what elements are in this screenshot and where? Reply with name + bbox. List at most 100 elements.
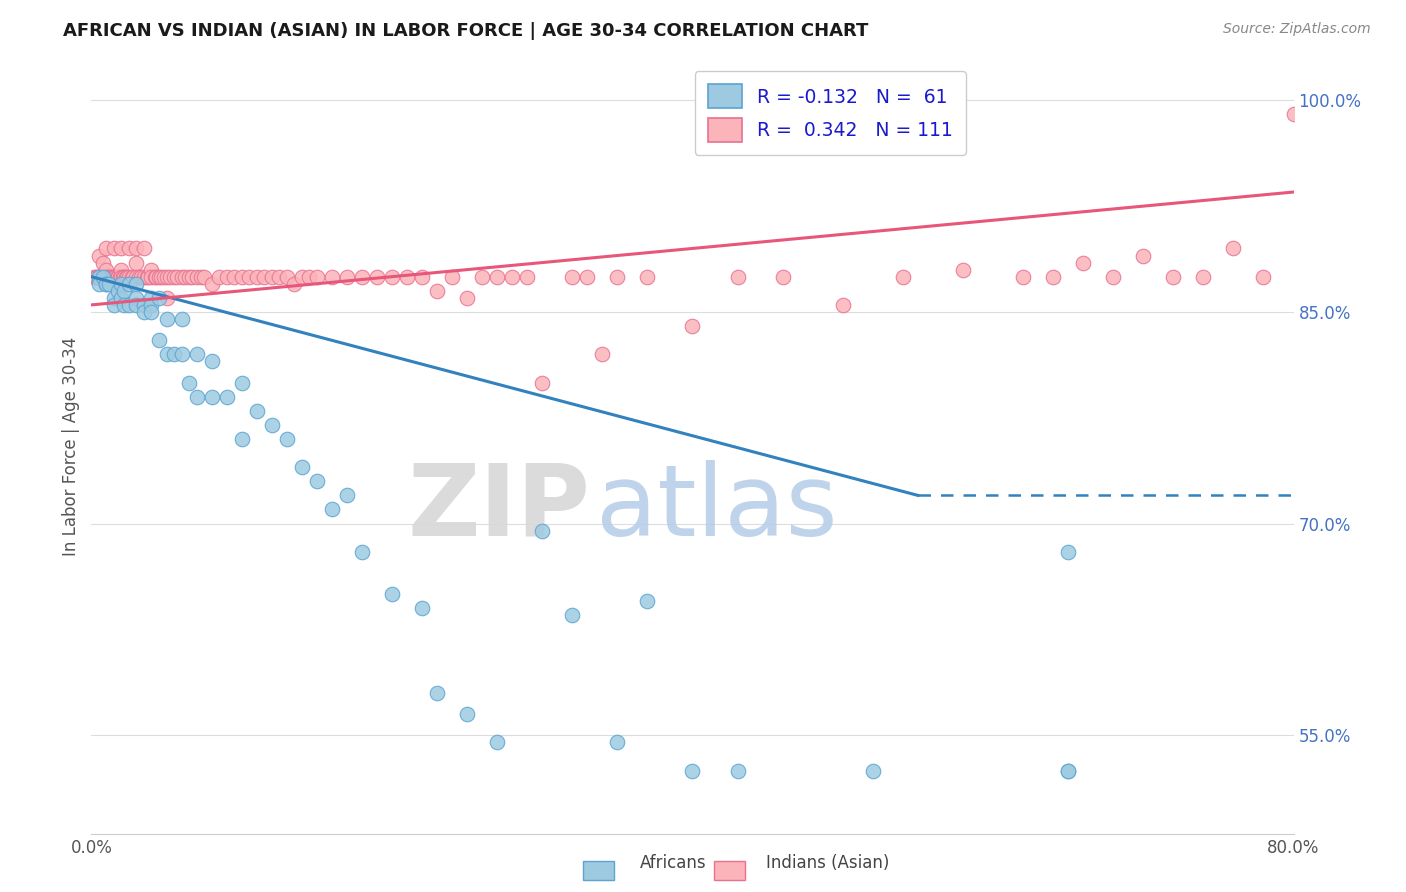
Point [1102, 269, 1125, 284]
Point [145, 269, 167, 284]
Point [411, 601, 433, 615]
Point [350, 545, 373, 559]
Point [84, 269, 107, 284]
Point [101, 269, 124, 284]
Point [1057, 764, 1080, 778]
Point [170, 347, 193, 361]
Point [336, 269, 359, 284]
Point [591, 347, 613, 361]
Point [231, 432, 253, 446]
Point [181, 269, 204, 284]
Point [114, 298, 136, 312]
Y-axis label: In Labor Force | Age 30-34: In Labor Force | Age 30-34 [62, 336, 80, 556]
Point [831, 298, 853, 312]
Point [215, 269, 238, 284]
Point [215, 390, 238, 404]
Point [103, 242, 125, 256]
Point [350, 269, 373, 284]
Point [260, 417, 283, 432]
Legend: R = -0.132   N =  61, R =  0.342   N = 111: R = -0.132 N = 61, R = 0.342 N = 111 [695, 71, 966, 155]
Point [104, 269, 127, 284]
Point [132, 269, 155, 284]
Point [163, 269, 186, 284]
Point [87, 269, 110, 284]
Point [201, 354, 224, 368]
Point [110, 269, 132, 284]
Point [103, 298, 125, 312]
Point [110, 291, 132, 305]
Point [952, 262, 974, 277]
Point [231, 376, 253, 390]
Point [681, 319, 703, 334]
Point [125, 269, 148, 284]
Point [118, 277, 141, 291]
Point [132, 298, 155, 312]
Point [531, 524, 554, 538]
Point [122, 269, 145, 284]
Point [86, 269, 108, 284]
Point [96, 269, 118, 284]
Point [170, 269, 193, 284]
Point [456, 291, 478, 305]
Point [125, 242, 148, 256]
Point [193, 269, 215, 284]
Point [138, 269, 160, 284]
Point [1222, 242, 1244, 256]
Point [1012, 269, 1035, 284]
Point [110, 262, 132, 277]
Text: Africans: Africans [640, 855, 706, 872]
Point [276, 432, 298, 446]
Point [727, 269, 749, 284]
Point [148, 333, 170, 347]
Point [1253, 269, 1275, 284]
Point [143, 269, 166, 284]
Point [110, 277, 132, 291]
Point [366, 269, 388, 284]
Point [149, 269, 172, 284]
Point [486, 269, 509, 284]
Point [891, 269, 914, 284]
Point [269, 269, 291, 284]
Point [114, 284, 136, 298]
Point [395, 269, 418, 284]
Point [186, 347, 208, 361]
Point [276, 269, 298, 284]
Point [190, 269, 212, 284]
Point [561, 608, 583, 623]
Point [1192, 269, 1215, 284]
Point [105, 269, 128, 284]
Point [1161, 269, 1184, 284]
Point [201, 277, 224, 291]
Point [253, 269, 276, 284]
Point [118, 298, 141, 312]
Point [98, 277, 121, 291]
Point [177, 269, 200, 284]
Point [1282, 107, 1305, 121]
Point [606, 269, 628, 284]
Point [98, 269, 121, 284]
Point [208, 269, 231, 284]
Text: atlas: atlas [596, 459, 838, 557]
Point [772, 269, 794, 284]
Text: Indians (Asian): Indians (Asian) [766, 855, 890, 872]
Point [110, 242, 132, 256]
Point [1071, 255, 1094, 269]
Point [298, 269, 321, 284]
Point [516, 269, 538, 284]
Point [336, 488, 359, 502]
Text: Source: ZipAtlas.com: Source: ZipAtlas.com [1223, 22, 1371, 37]
Point [576, 269, 599, 284]
Point [141, 298, 163, 312]
Point [381, 587, 404, 601]
Point [186, 269, 208, 284]
Point [90, 269, 112, 284]
Point [159, 269, 181, 284]
Point [1132, 248, 1154, 262]
Point [125, 291, 148, 305]
Point [103, 269, 125, 284]
Point [411, 269, 433, 284]
Point [636, 594, 658, 608]
Point [96, 242, 118, 256]
Point [87, 248, 110, 262]
Point [83, 269, 105, 284]
